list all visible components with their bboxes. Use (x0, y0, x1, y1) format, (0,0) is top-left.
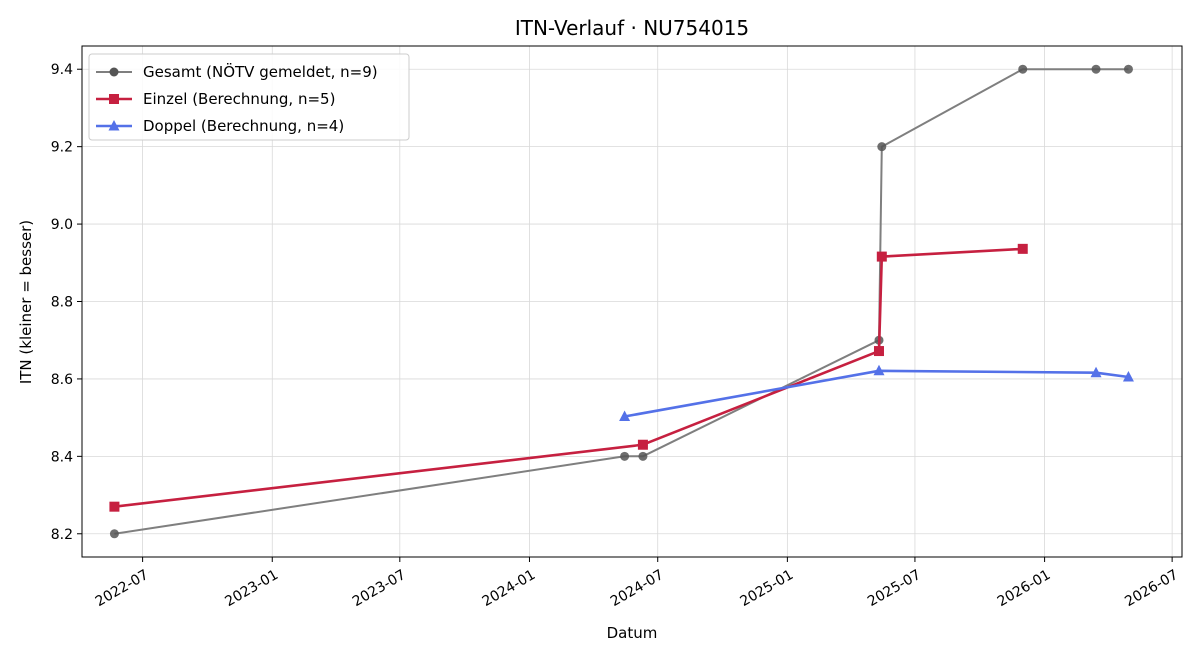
chart-title: ITN-Verlauf · NU754015 (515, 16, 749, 40)
series-2 (619, 364, 1134, 421)
data-point (1090, 366, 1102, 378)
legend-entry: Doppel (Berechnung, n=4) (143, 117, 344, 135)
y-tick-label: 9.2 (51, 140, 73, 156)
legend-marker (109, 94, 119, 104)
data-point (638, 451, 648, 461)
data-point (1122, 370, 1134, 382)
data-point (620, 451, 630, 461)
y-tick-label: 8.4 (51, 449, 73, 465)
legend-entry: Einzel (Berechnung, n=5) (143, 90, 335, 108)
data-point (637, 439, 648, 450)
data-point (873, 346, 884, 357)
data-point (109, 529, 119, 539)
data-point (873, 364, 885, 376)
legend-box (88, 53, 410, 141)
series-0 (109, 64, 1133, 539)
y-axis-label: ITN (kleiner = besser) (17, 220, 35, 384)
legend: Gesamt (NÖTV gemeldet, n=9) Einzel (Berec… (88, 53, 410, 141)
data-point (619, 410, 631, 421)
data-point (1091, 64, 1101, 74)
legend-entry: Gesamt (NÖTV gemeldet, n=9) (143, 62, 378, 81)
data-point (1018, 64, 1028, 74)
y-tick-label: 9.0 (51, 217, 73, 233)
y-tick-label: 9.4 (51, 62, 73, 78)
y-tick-label: 8.2 (51, 527, 73, 543)
x-axis-label: Datum (607, 624, 658, 642)
data-point (877, 142, 887, 152)
data-point (1123, 64, 1133, 74)
y-tick-label: 8.8 (51, 295, 73, 311)
series-line (624, 369, 1129, 418)
series-layer (109, 64, 1134, 539)
data-point (1017, 243, 1028, 254)
y-tick-label: 8.6 (51, 372, 73, 388)
legend-marker (108, 120, 120, 131)
series-1 (109, 243, 1028, 512)
data-point (876, 251, 887, 262)
legend-marker (109, 67, 119, 77)
data-point (109, 501, 120, 512)
